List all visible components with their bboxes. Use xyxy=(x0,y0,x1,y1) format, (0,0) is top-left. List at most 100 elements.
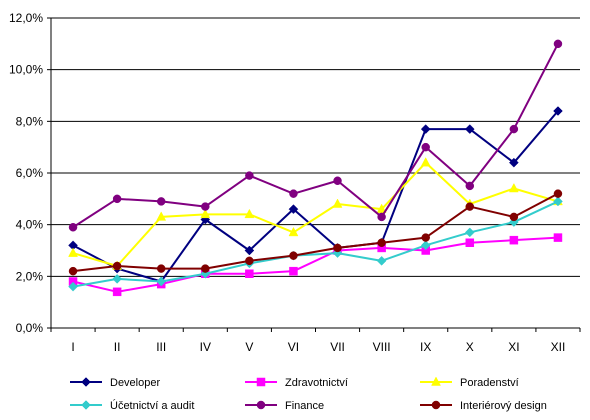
x-axis-tick-labels: I II III IV V VI VII VIII IX X XI XII xyxy=(71,340,565,354)
x-tick-label: XII xyxy=(551,340,566,354)
data-point xyxy=(245,269,254,278)
legend-label: Účetnictví a audit xyxy=(110,399,194,412)
data-point xyxy=(420,157,431,167)
x-tick-label: VII xyxy=(330,340,345,354)
data-point xyxy=(509,124,519,134)
legend-label: Poradenství xyxy=(460,377,519,389)
data-point xyxy=(156,211,167,221)
series-line xyxy=(72,110,559,283)
data-point xyxy=(112,194,122,204)
data-point xyxy=(288,204,299,215)
series-0 xyxy=(68,106,563,287)
data-point xyxy=(553,189,563,198)
data-point xyxy=(553,39,563,49)
data-point xyxy=(508,182,519,193)
series-line xyxy=(72,192,559,273)
legend-marker xyxy=(256,400,266,410)
x-tick-label: V xyxy=(245,340,253,354)
data-point xyxy=(333,176,342,185)
data-point xyxy=(377,238,386,247)
data-point xyxy=(245,256,254,266)
data-point xyxy=(68,266,78,276)
data-point xyxy=(156,264,166,273)
legend-marker xyxy=(81,400,91,410)
data-point xyxy=(289,251,298,260)
data-point xyxy=(464,227,475,238)
x-tick-label: I xyxy=(71,340,74,354)
y-tick-label: 0,0% xyxy=(16,321,44,335)
data-point xyxy=(68,223,78,232)
x-tick-label: X xyxy=(466,340,474,354)
data-point xyxy=(509,212,519,222)
series-line xyxy=(72,43,559,229)
legend-item: Zdravotnictví xyxy=(245,377,348,389)
data-point xyxy=(421,233,430,242)
series-5 xyxy=(68,189,563,276)
y-tick-label: 4,0% xyxy=(16,218,44,232)
y-tick-label: 8,0% xyxy=(16,114,44,128)
y-tick-label: 10,0% xyxy=(9,63,43,77)
legend-item: Finance xyxy=(245,400,324,412)
data-point xyxy=(245,171,254,180)
legend-label: Zdravotnictví xyxy=(285,377,348,389)
x-tick-label: XI xyxy=(508,340,519,354)
data-point xyxy=(156,276,167,287)
data-point xyxy=(112,287,122,297)
data-point xyxy=(244,208,255,219)
series-4 xyxy=(68,39,563,232)
legend-marker xyxy=(431,376,441,386)
data-point xyxy=(377,212,386,222)
legend-item: Poradenství xyxy=(420,376,519,389)
data-point xyxy=(420,240,431,251)
data-point xyxy=(509,157,519,168)
legend-label: Interiérový design xyxy=(460,400,547,412)
data-point xyxy=(201,202,210,211)
x-tick-label: VIII xyxy=(373,340,391,354)
data-point xyxy=(465,238,475,247)
data-point xyxy=(288,226,299,237)
data-point xyxy=(509,235,519,245)
legend-item: Developer xyxy=(70,377,160,389)
data-point xyxy=(421,142,430,152)
legend-item: Účetnictví a audit xyxy=(70,399,194,412)
series-group xyxy=(68,39,563,297)
data-point xyxy=(333,243,342,253)
data-point xyxy=(553,106,563,116)
series-line xyxy=(72,200,559,288)
x-tick-label: IV xyxy=(200,340,211,354)
data-point xyxy=(289,266,298,276)
legend-item: Interiérový design xyxy=(420,400,547,412)
data-point xyxy=(420,124,431,134)
axes xyxy=(50,18,581,332)
series-line xyxy=(72,161,559,267)
data-point xyxy=(112,261,122,271)
data-point xyxy=(553,196,563,207)
x-tick-label: II xyxy=(114,340,121,354)
y-tick-label: 12,0% xyxy=(9,11,43,25)
grid-lines xyxy=(47,17,580,329)
series-1 xyxy=(68,233,563,297)
data-point xyxy=(201,264,210,273)
y-axis-tick-labels: 0,0% 2,0% 4,0% 6,0% 8,0% 10,0% 12,0% xyxy=(9,11,43,335)
x-tick-label: III xyxy=(156,340,166,354)
legend-marker xyxy=(256,377,266,387)
data-point xyxy=(244,245,255,256)
data-point xyxy=(112,274,122,284)
data-point xyxy=(465,202,475,211)
y-tick-label: 6,0% xyxy=(16,166,44,180)
data-point xyxy=(200,208,211,219)
data-point xyxy=(376,255,387,266)
data-point xyxy=(156,197,166,206)
legend-marker xyxy=(431,400,441,410)
legend: Developer Zdravotnictví Poradenství Účetnic… xyxy=(70,376,547,412)
data-point xyxy=(464,124,475,134)
legend-marker xyxy=(81,377,91,387)
data-point xyxy=(68,247,78,257)
data-point xyxy=(465,181,475,191)
data-point xyxy=(289,189,298,198)
y-tick-label: 2,0% xyxy=(16,269,44,283)
x-tick-label: VI xyxy=(288,340,299,354)
legend-label: Finance xyxy=(285,400,324,412)
data-point xyxy=(68,281,78,292)
